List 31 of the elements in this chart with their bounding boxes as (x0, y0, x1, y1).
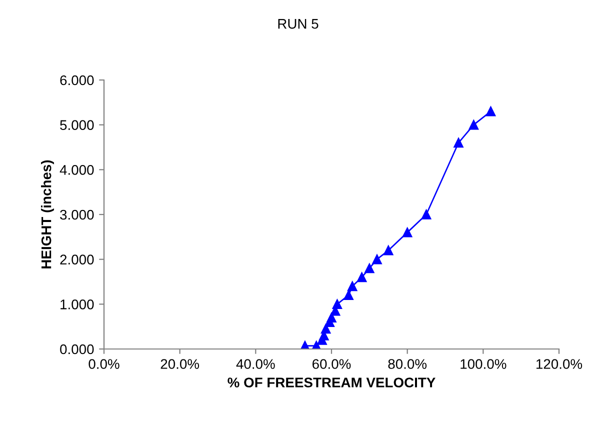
x-tick-label: 40.0% (236, 359, 275, 369)
point (356, 272, 367, 282)
point (454, 138, 464, 148)
y-tick-label: 3.000 (60, 210, 94, 220)
x-axis-title: % OF FREESTREAM VELOCITY (228, 378, 436, 388)
y-tick-label: 6.000 (60, 75, 94, 86)
point (320, 324, 331, 334)
x-tick-label: 100.0% (460, 359, 506, 369)
x-tick-label: 80.0% (388, 359, 427, 369)
point (421, 210, 432, 220)
y-tick-label: 4.000 (60, 165, 94, 175)
y-tick-label: 1.000 (60, 300, 94, 310)
chart-title: RUN 5 (278, 19, 318, 29)
x-tick-label: 0.0% (88, 359, 120, 369)
point (364, 263, 374, 274)
y-tick-label: 5.000 (60, 120, 94, 130)
point (402, 228, 412, 238)
point (384, 246, 394, 256)
point (486, 106, 496, 116)
point (468, 120, 479, 130)
y-tick-label: 0.000 (60, 344, 94, 354)
point (372, 254, 382, 264)
point (344, 290, 354, 300)
point (347, 281, 358, 292)
x-tick-label: 20.0% (160, 359, 200, 369)
point (326, 312, 336, 322)
y-axis-title: HEIGHT (inches) (41, 160, 54, 268)
point (332, 299, 342, 310)
x-tick-label: 120.0% (536, 359, 582, 369)
y-tick-label: 2.000 (60, 254, 94, 265)
x-tick-label: 60.0% (312, 359, 351, 369)
